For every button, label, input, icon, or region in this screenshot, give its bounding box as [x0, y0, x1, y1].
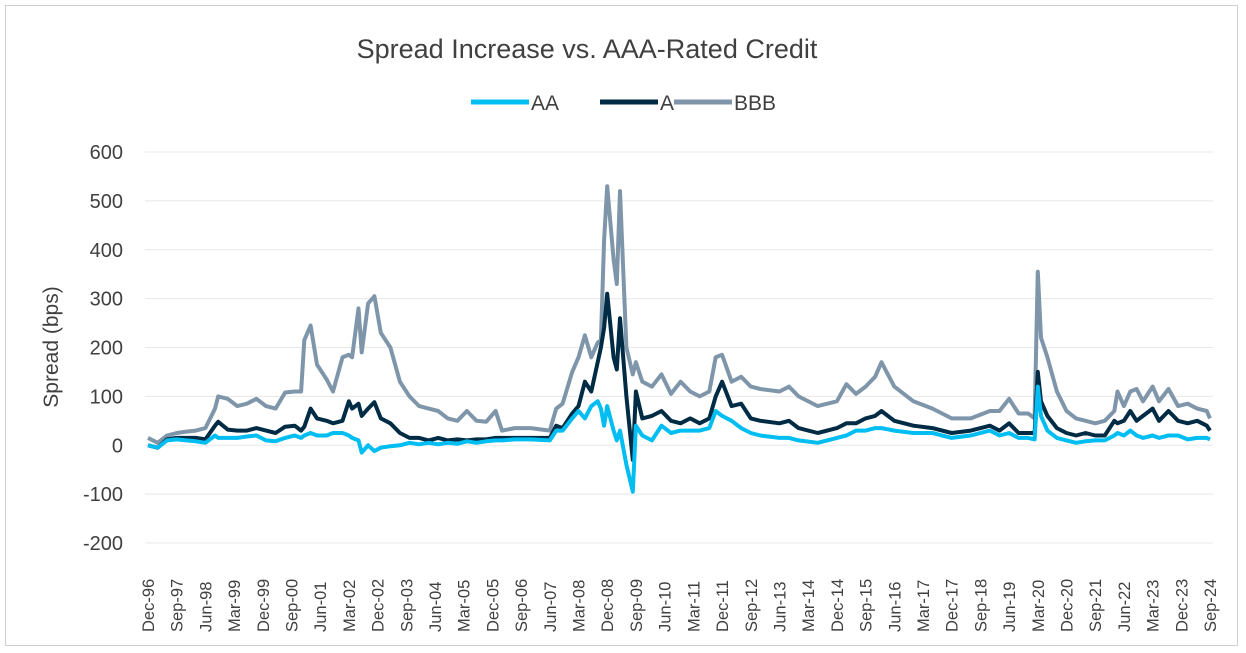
x-tick-label: Jun-19: [1001, 582, 1019, 632]
gridlines: [145, 151, 1213, 544]
y-tick-label: 300: [90, 289, 123, 311]
y-tick-label: 400: [90, 240, 123, 262]
x-tick-label: Sep-06: [513, 579, 531, 632]
x-tick-label: Jun-01: [312, 582, 330, 632]
x-tick-label: Dec-23: [1173, 579, 1191, 632]
x-tick-label: Dec-20: [1058, 579, 1076, 632]
x-tick-label: Dec-17: [944, 579, 962, 632]
x-tick-label: Sep-03: [398, 579, 416, 632]
x-tick-label: Jun-04: [427, 582, 445, 632]
x-tick-label: Sep-97: [169, 579, 187, 632]
x-tick-label: Jun-07: [542, 582, 560, 632]
y-tick-label: -200: [83, 533, 123, 555]
x-tick-label: Mar-05: [456, 580, 474, 632]
series-line-a: [147, 291, 1212, 462]
legend-label-aa: AA: [531, 92, 559, 115]
series-lines: [147, 184, 1212, 494]
x-tick-label: Dec-96: [140, 579, 158, 632]
x-tick-label: Dec-14: [829, 579, 847, 632]
y-axis-ticks: -200 -100 0 100 200 300 400 500 600: [83, 142, 123, 555]
legend-label-a: A: [660, 92, 674, 115]
y-tick-label: 0: [112, 435, 123, 457]
x-tick-label: Dec-05: [484, 579, 502, 632]
y-axis-label: Spread (bps): [40, 286, 63, 407]
series-line-aa: [147, 384, 1211, 494]
y-tick-label: 200: [90, 338, 123, 360]
x-tick-label: Jun-98: [197, 582, 215, 632]
x-tick-label: Dec-11: [714, 580, 732, 632]
x-tick-label: Sep-09: [628, 579, 646, 632]
x-tick-label: Mar-02: [341, 580, 359, 632]
x-tick-label: Dec-08: [599, 579, 617, 632]
x-tick-label: Sep-24: [1202, 579, 1220, 632]
x-axis-ticks: Dec-96 Sep-97 Jun-98 Mar-99 Dec-99 Sep-00 Jun-…: [140, 579, 1220, 632]
x-tick-label: Jun-16: [886, 582, 904, 632]
x-tick-label: Sep-18: [972, 579, 990, 632]
y-tick-label: 100: [90, 386, 123, 408]
legend: AA A BBB: [471, 92, 776, 115]
x-tick-label: Mar-11: [685, 581, 703, 632]
y-tick-label: -100: [83, 484, 123, 506]
x-tick-label: Mar-14: [800, 580, 818, 632]
x-tick-label: Jun-10: [657, 582, 675, 632]
x-tick-label: Jun-13: [771, 582, 789, 632]
y-tick-label: 500: [90, 191, 123, 213]
x-tick-label: Sep-21: [1087, 579, 1105, 632]
chart-title: Spread Increase vs. AAA-Rated Credit: [357, 34, 818, 64]
legend-label-bbb: BBB: [734, 92, 776, 115]
x-tick-label: Sep-15: [858, 579, 876, 632]
x-tick-label: Mar-99: [226, 580, 244, 632]
x-tick-label: Dec-99: [255, 579, 273, 632]
x-tick-label: Jun-22: [1116, 582, 1134, 632]
series-line-bbb: [147, 184, 1212, 445]
x-tick-label: Mar-20: [1030, 580, 1048, 632]
x-tick-label: Sep-12: [743, 579, 761, 632]
x-tick-label: Sep-00: [284, 579, 302, 632]
y-tick-label: 600: [90, 142, 123, 164]
x-tick-label: Mar-17: [915, 580, 933, 632]
x-tick-label: Dec-02: [370, 579, 388, 632]
chart-frame: [5, 5, 1238, 646]
x-tick-label: Mar-23: [1145, 580, 1163, 632]
x-tick-label: Mar-08: [571, 580, 589, 632]
